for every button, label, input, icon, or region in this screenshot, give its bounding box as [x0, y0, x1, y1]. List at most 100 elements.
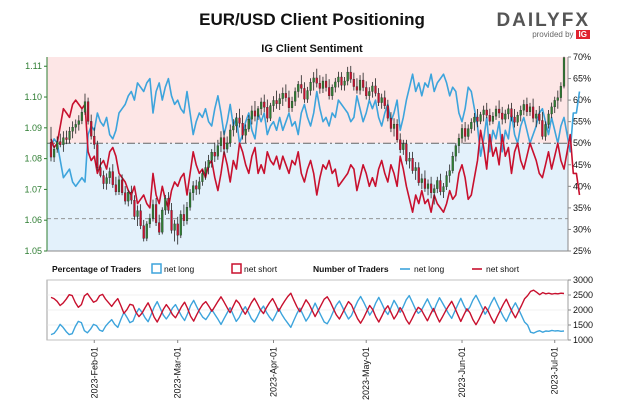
candle-body — [290, 101, 294, 108]
candle-body — [287, 97, 291, 108]
price-tick-label: 1.05 — [24, 246, 42, 256]
legend-num-title: Number of Traders — [313, 264, 389, 274]
candle-body — [386, 105, 389, 119]
candle-body — [473, 116, 476, 123]
candle-body — [328, 87, 331, 96]
candle-body — [117, 179, 121, 193]
candle-body — [235, 117, 238, 127]
candle-body — [300, 84, 303, 89]
brand-sub: provided by IG — [496, 30, 590, 39]
candle-body — [544, 124, 547, 137]
candle-body — [479, 114, 482, 122]
candle-body — [102, 175, 105, 184]
candle-body — [83, 101, 87, 113]
candle-body — [498, 108, 501, 114]
candle-body — [411, 158, 414, 171]
candle-body — [210, 152, 213, 161]
candle-body — [448, 170, 451, 176]
candle-body — [142, 225, 145, 239]
candle-body — [464, 128, 467, 137]
candle-body — [312, 77, 315, 83]
candle-body — [445, 175, 448, 187]
percent-tick-label: 60% — [573, 95, 591, 105]
candle-body — [284, 93, 287, 98]
candle-body — [331, 87, 334, 96]
candle-body — [516, 115, 519, 123]
brand-sub-text: provided by — [532, 30, 574, 39]
candle-body — [365, 87, 368, 96]
candle-body — [501, 112, 504, 120]
candle-body — [232, 125, 235, 131]
candle-body — [396, 123, 399, 140]
candle-body — [337, 76, 340, 83]
candle-body — [253, 110, 257, 117]
candle-body — [460, 128, 464, 139]
candle-body — [238, 117, 241, 124]
candle-body — [204, 167, 207, 174]
candle-body — [451, 156, 454, 171]
candle-body — [482, 109, 485, 115]
candle-body — [269, 105, 272, 119]
candle-body — [504, 113, 507, 120]
candle-body — [247, 119, 250, 130]
candle-body — [417, 167, 420, 183]
candle-body — [133, 200, 136, 217]
candle-body — [158, 222, 161, 233]
legend-pct-short-swatch — [231, 263, 242, 274]
candle-body — [562, 57, 566, 87]
candle-body — [377, 93, 380, 103]
candle-body — [294, 91, 297, 102]
legend-pct-long-swatch — [151, 263, 162, 274]
candle-body — [522, 104, 525, 111]
candle-body — [491, 115, 495, 122]
candle-body — [80, 111, 83, 121]
percent-tick-label: 55% — [573, 117, 591, 127]
candle-body — [226, 142, 229, 150]
candle-body — [71, 127, 74, 132]
x-tick-label: 2023-Feb-01 — [89, 347, 99, 399]
candle-body — [49, 142, 53, 158]
percent-tick-label: 35% — [573, 203, 591, 213]
candle-body — [164, 198, 167, 211]
candle-body — [229, 129, 232, 144]
candle-body — [476, 116, 479, 122]
candle-body — [139, 210, 142, 226]
candle-body — [176, 223, 179, 236]
candle-body — [368, 91, 371, 96]
candle-body — [151, 204, 155, 219]
candle-body — [355, 86, 359, 91]
candle-body — [532, 106, 535, 119]
candle-body — [127, 192, 130, 202]
candle-body — [318, 83, 321, 89]
count-tick-label: 1000 — [573, 335, 593, 345]
candle-body — [219, 137, 223, 146]
chart-title: EUR/USD Client Positioning — [199, 10, 425, 29]
net-short-count-line — [50, 289, 565, 326]
candle-body — [56, 141, 59, 150]
candle-body — [550, 106, 553, 115]
candle-body — [324, 80, 328, 88]
chart-subtitle: IG Client Sentiment — [261, 43, 363, 55]
price-tick-label: 1.08 — [24, 154, 42, 164]
candle-body — [519, 110, 522, 116]
candle-body — [154, 204, 158, 223]
candle-body — [352, 79, 355, 87]
brand-name: DAILYFX — [496, 10, 590, 31]
candle-body — [188, 192, 192, 208]
candle-body — [216, 145, 219, 157]
price-tick-label: 1.11 — [25, 61, 42, 71]
price-tick-label: 1.10 — [24, 92, 42, 102]
candle-body — [392, 123, 396, 129]
candle-body — [96, 144, 99, 168]
candle-body — [408, 158, 411, 162]
candle-body — [53, 148, 56, 158]
candle-body — [74, 124, 77, 128]
candle-body — [538, 113, 541, 121]
candle-body — [266, 107, 269, 119]
candle-body — [535, 113, 538, 119]
x-tick-label: 2023-Apr-01 — [269, 347, 279, 397]
candle-body — [192, 185, 195, 193]
candle-body — [65, 137, 68, 140]
candle-body — [374, 85, 377, 94]
candle-body — [383, 97, 386, 106]
